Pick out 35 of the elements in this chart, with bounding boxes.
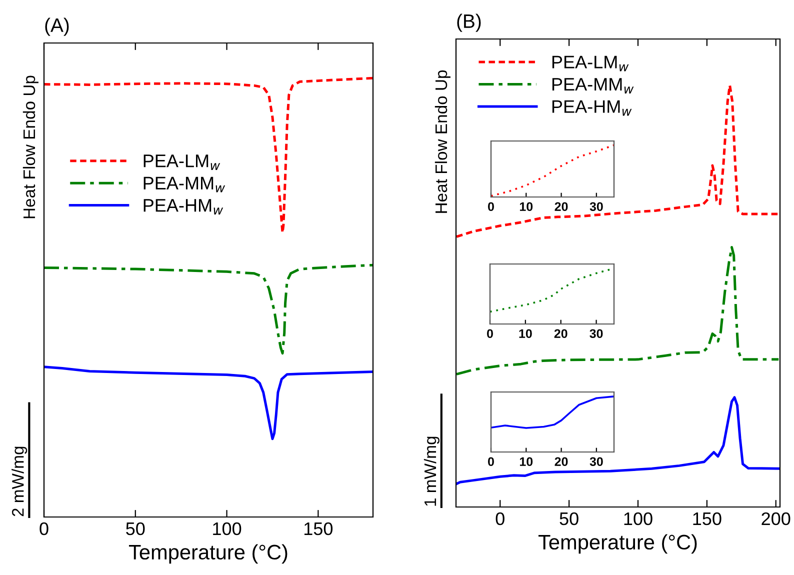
x-tick-label: 150 [693,512,722,526]
text: 1 mW/mg [424,436,440,506]
x-tick-label: 10 [520,457,533,466]
chart-title: (A) [45,18,69,36]
legend-label: PEA-LM$_{w}$ [552,56,629,72]
x-tick-label: 0 [487,329,493,338]
text: 2 mW/mg [12,446,28,516]
x-axis-title: Temperature (°C) [538,534,697,554]
y-axis-title: Heat Flow Endo Up [22,76,38,218]
x-tick-label: 200 [762,512,790,526]
x-tick-label: 100 [213,522,242,536]
x-tick-label: 50 [126,522,145,536]
x-tick-label: 0 [496,512,504,526]
x-tick-label: 20 [554,457,568,466]
y-axis-title: Heat Flow Endo Up [434,70,450,213]
legend-label: PEA-HM$_{w}$ [552,100,632,116]
legend-label: PEA-MM$_{w}$ [552,78,634,94]
x-tick-label: 30 [590,457,603,466]
x-tick-label: 0 [488,457,494,466]
x-tick-label: 150 [304,522,333,536]
x-axis-title: Temperature (°C) [128,544,288,564]
x-tick-label: 0 [488,202,494,212]
x-tick-label: 100 [624,512,652,526]
x-tick-label: 10 [519,329,532,338]
x-tick-label: 50 [560,512,578,526]
x-tick-label: 20 [554,329,568,338]
x-tick-label: 30 [590,329,603,338]
x-tick-label: 0 [40,522,48,536]
chart-title: (B) [457,14,481,32]
x-tick-label: 30 [590,202,603,212]
legend-label: PEA-MM$_{w}$ [144,176,226,192]
x-tick-label: 20 [554,202,568,212]
legend-label: PEA-HM$_{w}$ [144,199,224,215]
x-tick-label: 10 [520,202,533,212]
legend-label: PEA-LM$_{w}$ [144,154,220,170]
